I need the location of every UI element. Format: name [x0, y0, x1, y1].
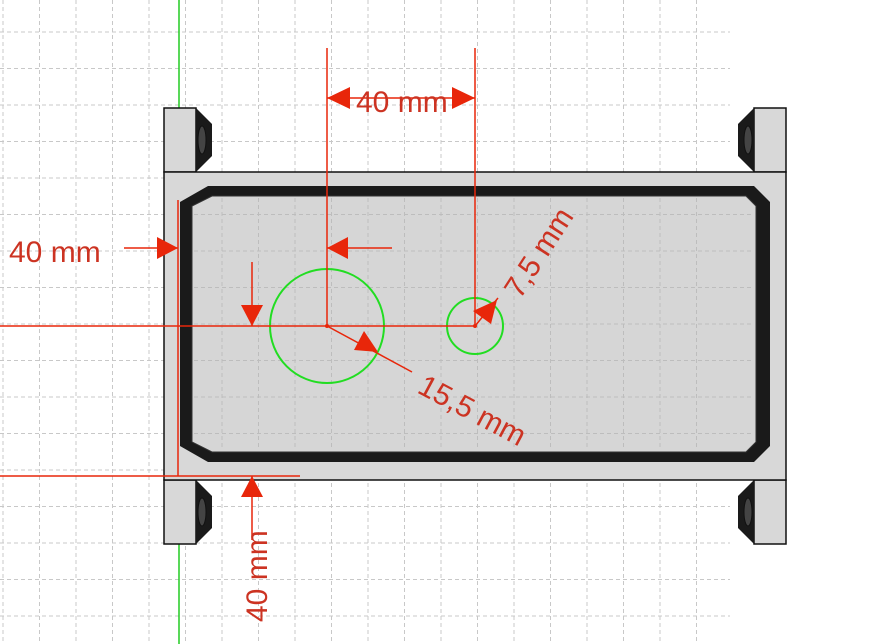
dimension-horizontal-spacing[interactable]: [326, 48, 476, 326]
dimension-left-offset[interactable]: [124, 200, 392, 476]
dimension-label-bottom-offset: 40 mm: [241, 530, 274, 622]
dimension-small-hole-radius[interactable]: [473, 297, 499, 327]
dimension-large-hole-radius[interactable]: [326, 325, 413, 373]
mount-ear-bottom-right[interactable]: [738, 479, 787, 545]
dimension-label-horizontal-spacing: 40 mm: [356, 86, 448, 119]
dimension-bottom-offset[interactable]: [0, 262, 475, 540]
mount-ear-top-right[interactable]: [738, 107, 787, 173]
pocket-grid: [194, 198, 754, 450]
dimension-label-left-offset: 40 mm: [9, 236, 101, 269]
mount-ear-top-left[interactable]: [163, 107, 212, 173]
mount-ear-bottom-left[interactable]: [163, 479, 212, 545]
